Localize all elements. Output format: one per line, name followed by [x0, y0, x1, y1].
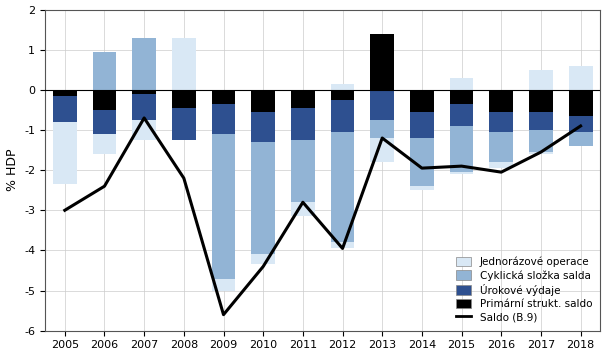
Bar: [53, 122, 77, 184]
Bar: [370, 120, 394, 138]
Bar: [490, 162, 513, 168]
Bar: [251, 112, 275, 142]
Bar: [450, 172, 473, 174]
Bar: [568, 66, 593, 90]
Bar: [490, 90, 513, 112]
Bar: [410, 186, 434, 190]
Bar: [132, 90, 156, 94]
Bar: [331, 84, 355, 90]
Bar: [490, 132, 513, 162]
Bar: [53, 96, 77, 122]
Bar: [529, 90, 553, 112]
Bar: [568, 116, 593, 132]
Bar: [211, 104, 235, 134]
Bar: [450, 126, 473, 172]
Bar: [172, 108, 196, 140]
Bar: [331, 132, 355, 242]
Bar: [568, 132, 593, 146]
Bar: [568, 90, 593, 116]
Bar: [529, 112, 553, 130]
Bar: [529, 70, 553, 90]
Bar: [291, 108, 315, 140]
Bar: [529, 130, 553, 152]
Bar: [370, 90, 394, 120]
Bar: [331, 100, 355, 132]
Bar: [172, 38, 196, 90]
Bar: [132, 94, 156, 120]
Bar: [211, 278, 235, 290]
Bar: [450, 90, 473, 104]
Bar: [93, 90, 116, 110]
Bar: [211, 90, 235, 104]
Bar: [172, 90, 196, 108]
Bar: [370, 138, 394, 162]
Bar: [132, 38, 156, 90]
Bar: [291, 140, 315, 202]
Bar: [410, 90, 434, 112]
Bar: [450, 104, 473, 126]
Bar: [251, 255, 275, 265]
Legend: Jednorázové operace, Cyklická složka salda, Úrokové výdaje, Primární strukt. sal: Jednorázové operace, Cyklická složka sal…: [453, 253, 595, 325]
Bar: [93, 52, 116, 90]
Bar: [93, 134, 116, 154]
Bar: [331, 90, 355, 100]
Y-axis label: % HDP: % HDP: [5, 149, 19, 192]
Bar: [93, 110, 116, 134]
Bar: [410, 138, 434, 186]
Bar: [291, 90, 315, 108]
Bar: [370, 34, 394, 90]
Bar: [291, 202, 315, 216]
Bar: [490, 112, 513, 132]
Bar: [251, 90, 275, 112]
Bar: [132, 120, 156, 140]
Bar: [251, 142, 275, 255]
Bar: [211, 134, 235, 278]
Bar: [529, 152, 553, 154]
Bar: [53, 90, 77, 96]
Bar: [410, 112, 434, 138]
Bar: [450, 78, 473, 90]
Bar: [331, 242, 355, 248]
